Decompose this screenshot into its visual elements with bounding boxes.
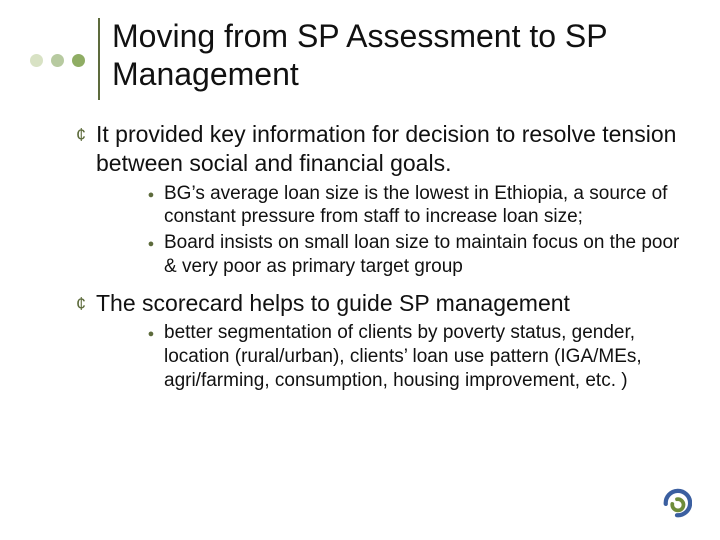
bullet-lvl2-group: ● better segmentation of clients by pove… (138, 321, 682, 392)
bullet-lvl2-glyph-icon: ● (138, 321, 164, 342)
bullet-lvl2-text: BG’s average loan size is the lowest in … (164, 182, 682, 230)
bullet-lvl2-glyph-icon: ● (138, 231, 164, 252)
vertical-rule (98, 18, 100, 100)
bullet-lvl2-group: ● BG’s average loan size is the lowest i… (138, 182, 682, 279)
dot-3-icon (72, 54, 85, 67)
bullet-lvl1-glyph-icon: ¢ (66, 120, 96, 147)
bullet-lvl2: ● better segmentation of clients by pove… (138, 321, 682, 392)
bullet-lvl1-text: The scorecard helps to guide SP manageme… (96, 289, 682, 318)
bullet-lvl1: ¢ The scorecard helps to guide SP manage… (66, 289, 682, 318)
bullet-lvl1-glyph-icon: ¢ (66, 289, 96, 316)
bullet-lvl2-glyph-icon: ● (138, 182, 164, 203)
bullet-lvl2-text: better segmentation of clients by povert… (164, 321, 682, 392)
swirl-icon (662, 488, 692, 518)
bullet-lvl2: ● BG’s average loan size is the lowest i… (138, 182, 682, 230)
decor-dots (30, 54, 85, 67)
bullet-lvl1-text: It provided key information for decision… (96, 120, 682, 178)
slide-title: Moving from SP Assessment to SP Manageme… (112, 18, 684, 94)
bullet-lvl1: ¢ It provided key information for decisi… (66, 120, 682, 178)
dot-1-icon (30, 54, 43, 67)
bullet-lvl2-text: Board insists on small loan size to main… (164, 231, 682, 279)
slide: Moving from SP Assessment to SP Manageme… (0, 0, 720, 540)
slide-body: ¢ It provided key information for decisi… (66, 120, 682, 403)
bullet-lvl2: ● Board insists on small loan size to ma… (138, 231, 682, 279)
dot-2-icon (51, 54, 64, 67)
